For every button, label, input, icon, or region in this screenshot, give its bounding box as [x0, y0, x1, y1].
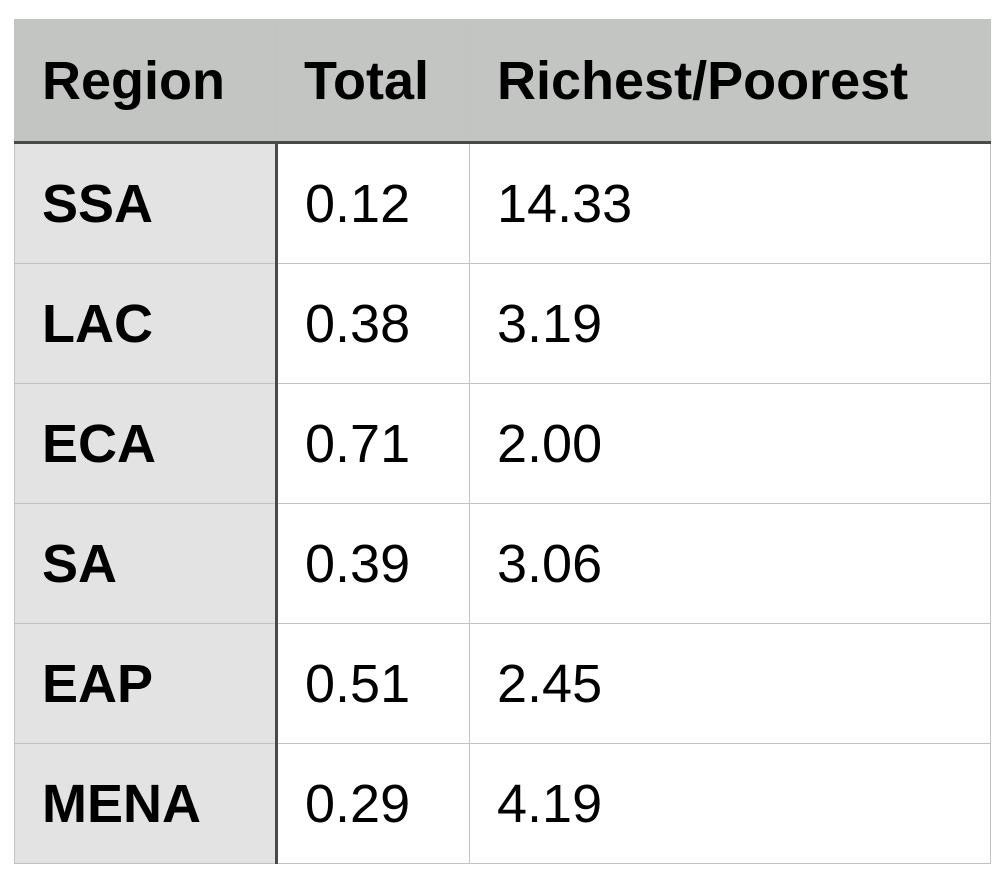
total-cell: 0.71 [276, 383, 470, 504]
total-cell: 0.29 [276, 743, 470, 864]
richest-poorest-cell: 4.19 [469, 743, 991, 864]
richest-poorest-cell: 2.00 [469, 383, 991, 504]
region-cell: LAC [14, 263, 278, 384]
table-row: MENA 0.29 4.19 [14, 743, 991, 864]
column-header-total: Total [276, 19, 470, 144]
table-body: SSA 0.12 14.33 LAC 0.38 3.19 ECA 0.71 2.00 SA 0.39… [14, 142, 991, 864]
data-table: Region Total Richest/Poorest SSA 0.12 14.3… [14, 19, 991, 864]
richest-poorest-cell: 3.19 [469, 263, 991, 384]
total-cell: 0.51 [276, 623, 470, 744]
column-header-region: Region [14, 19, 277, 144]
total-cell: 0.39 [276, 503, 470, 624]
table-row: SSA 0.12 14.33 [14, 142, 991, 264]
richest-poorest-cell: 3.06 [469, 503, 991, 624]
table-row: ECA 0.71 2.00 [14, 383, 991, 504]
richest-poorest-cell: 2.45 [469, 623, 991, 744]
data-table-container: Region Total Richest/Poorest SSA 0.12 14.3… [14, 19, 991, 870]
total-cell: 0.38 [276, 263, 470, 384]
column-header-richest-poorest: Richest/Poorest [469, 19, 991, 144]
header-row: Region Total Richest/Poorest [14, 19, 991, 144]
region-cell: EAP [14, 623, 278, 744]
region-cell: SA [14, 503, 278, 624]
region-cell: ECA [14, 383, 278, 504]
table-row: SA 0.39 3.06 [14, 503, 991, 624]
region-cell: MENA [14, 743, 278, 864]
total-cell: 0.12 [276, 142, 470, 264]
region-cell: SSA [14, 142, 278, 264]
richest-poorest-cell: 14.33 [469, 142, 991, 264]
table-row: EAP 0.51 2.45 [14, 623, 991, 744]
table-row: LAC 0.38 3.19 [14, 263, 991, 384]
